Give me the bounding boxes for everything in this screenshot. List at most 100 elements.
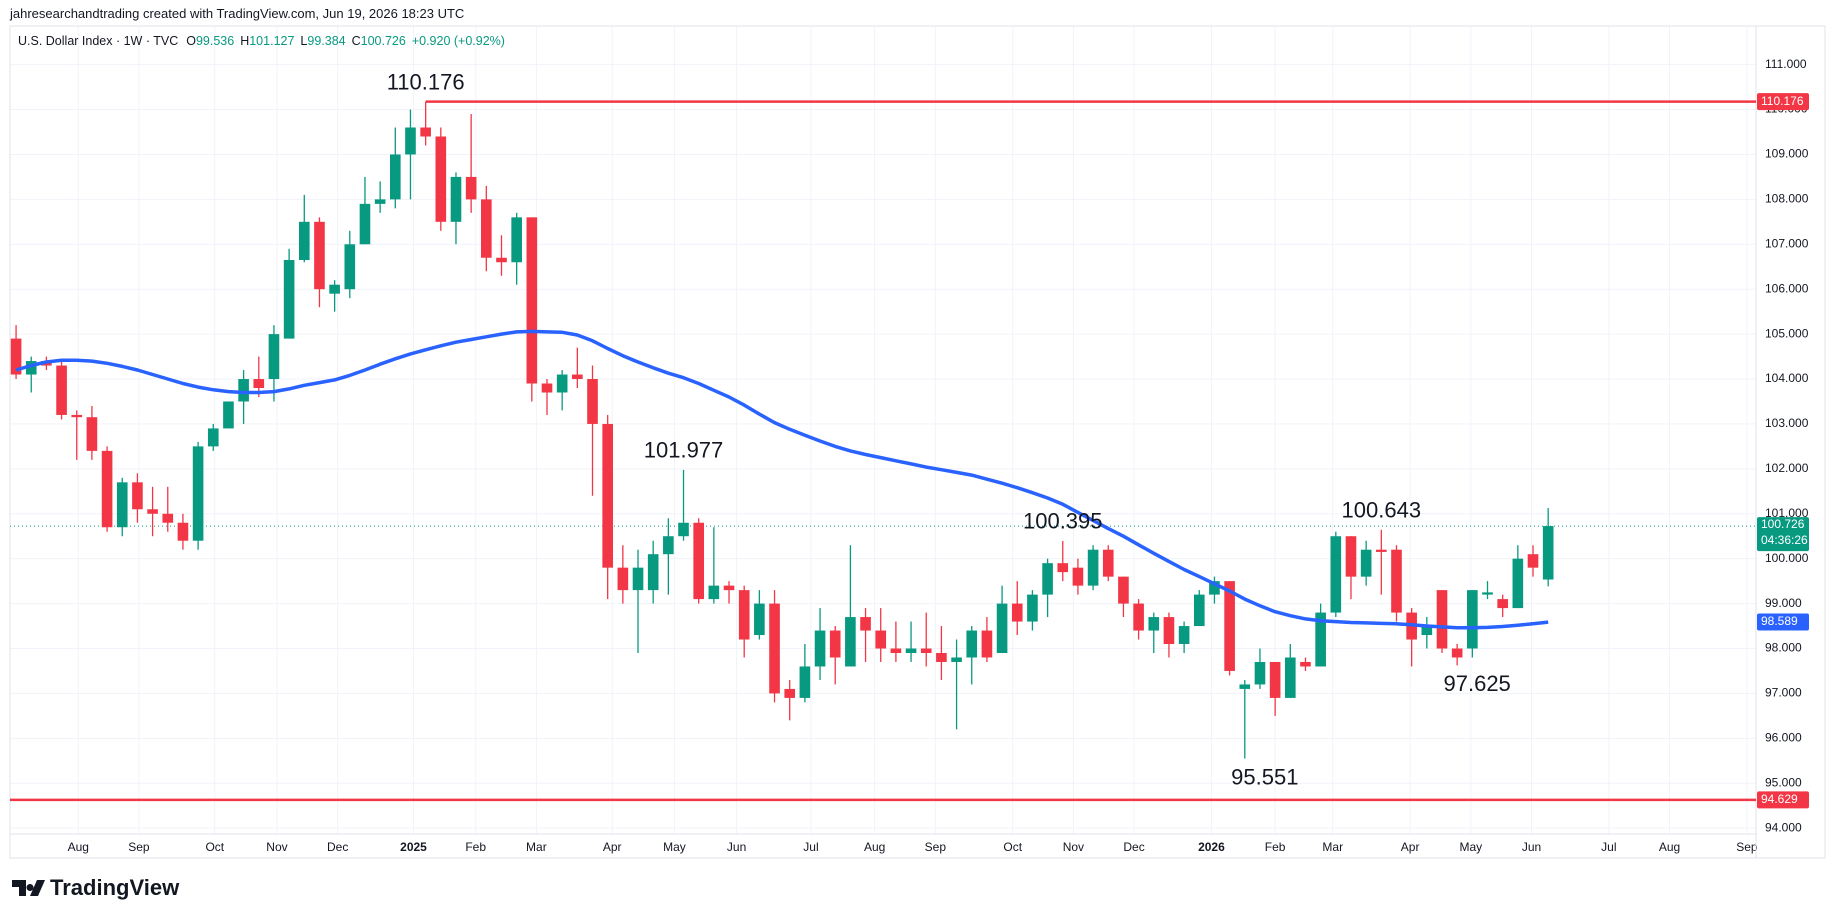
y-tick-label: 111.000 <box>1765 57 1807 71</box>
candle-body <box>450 176 462 222</box>
candle-body <box>1209 581 1220 595</box>
candle-body <box>1072 567 1084 586</box>
candle-body <box>647 554 659 591</box>
y-tick-label: 107.000 <box>1765 236 1809 250</box>
y-tick-label: 104.000 <box>1765 371 1809 385</box>
candle-body <box>1345 536 1357 577</box>
x-tick-label: Nov <box>1063 840 1084 854</box>
candle-body <box>253 379 265 389</box>
peak-annotation: 100.643 <box>1342 498 1422 523</box>
x-tick-label: Aug <box>1659 840 1680 854</box>
candle-body <box>1087 549 1099 586</box>
candle-body <box>329 284 340 294</box>
o-value: 99.536 <box>195 34 235 48</box>
candle-body <box>1391 549 1402 613</box>
candle-body <box>1376 549 1387 552</box>
candle-body <box>860 617 871 631</box>
x-tick-label: Sep <box>925 840 947 854</box>
candle-body <box>1421 626 1433 636</box>
candle-body <box>875 630 887 649</box>
y-tick-label: 109.000 <box>1765 147 1809 161</box>
candle-body <box>1163 617 1175 645</box>
hline-price-tag-bg <box>1757 791 1809 809</box>
last-price-tag: 100.726 <box>1761 517 1805 531</box>
x-tick-label: Nov <box>266 840 287 854</box>
candle-body <box>829 630 841 658</box>
symbol: U.S. Dollar Index · 1W · TVC <box>18 34 179 48</box>
candle-body <box>1057 563 1069 573</box>
candle-body <box>1269 661 1281 698</box>
candle-body <box>723 585 735 591</box>
candle-body <box>754 603 765 636</box>
candle-body <box>890 648 902 653</box>
x-tick-label: Apr <box>1401 840 1420 854</box>
y-tick-label: 102.000 <box>1765 461 1809 475</box>
candle-body <box>799 666 811 698</box>
candle-body <box>420 127 431 137</box>
candle-body <box>1315 612 1326 667</box>
candle-body <box>526 217 538 384</box>
ma-price-tag-bg <box>1757 613 1809 631</box>
candle-body <box>1102 549 1114 577</box>
hline-price-tag: 94.629 <box>1761 792 1798 806</box>
candle-body <box>617 567 629 591</box>
trough-annotation: 95.551 <box>1231 764 1298 789</box>
candle-body <box>1360 549 1372 577</box>
candle-body <box>920 648 932 653</box>
candle-body <box>1497 599 1508 609</box>
candle-body <box>1254 661 1266 685</box>
candle-body <box>10 338 22 375</box>
candle-body <box>1542 526 1554 580</box>
candle-body <box>435 136 447 222</box>
x-tick-label: Sep <box>1736 840 1758 854</box>
candle-body <box>1148 617 1160 631</box>
x-tick-label: Jun <box>727 840 746 854</box>
candle-body <box>845 617 856 667</box>
candle-body <box>587 379 598 424</box>
candle-body <box>966 630 978 658</box>
brand-icon <box>12 880 45 896</box>
brand-logo: TradingView <box>12 875 180 900</box>
candle-body <box>56 365 67 415</box>
candle-body <box>207 428 219 447</box>
y-tick-label: 99.000 <box>1765 596 1802 610</box>
candle-body <box>663 536 674 555</box>
candle-body <box>1193 594 1205 627</box>
candle-body <box>784 688 796 698</box>
candle-body <box>572 374 583 380</box>
y-tick-label: 95.000 <box>1765 775 1802 789</box>
candle-body <box>1300 661 1311 667</box>
candle-body <box>481 199 492 258</box>
candle-body <box>1284 657 1296 698</box>
y-tick-label: 98.000 <box>1765 641 1802 655</box>
candle-body <box>359 203 371 245</box>
candle-body <box>1330 536 1342 613</box>
candle-body <box>1133 603 1144 631</box>
candle-body <box>116 482 128 528</box>
candle-body <box>177 522 189 541</box>
brand-name: TradingView <box>50 875 180 900</box>
x-tick-label: May <box>1459 840 1482 854</box>
x-tick-label: Feb <box>465 840 486 854</box>
candle-body <box>738 590 750 640</box>
candle-body <box>905 648 917 653</box>
candle-body <box>298 221 310 261</box>
h-label: H <box>240 34 250 48</box>
peak-annotation: 100.395 <box>1023 509 1103 534</box>
candle-body <box>769 603 780 694</box>
candle-body <box>1011 603 1023 622</box>
candle-body <box>1118 576 1129 604</box>
candle-body <box>25 361 37 375</box>
candle-body <box>511 217 522 263</box>
candle-body <box>465 176 477 200</box>
candle-body <box>1042 563 1053 595</box>
y-tick-label: 97.000 <box>1765 686 1802 700</box>
x-tick-label: Mar <box>526 840 547 854</box>
c-value: 100.726 <box>360 34 406 48</box>
candle-body <box>996 603 1008 653</box>
x-tick-label: Oct <box>1003 840 1022 854</box>
trough-annotation: 97.625 <box>1444 671 1511 696</box>
x-tick-label: Aug <box>864 840 885 854</box>
